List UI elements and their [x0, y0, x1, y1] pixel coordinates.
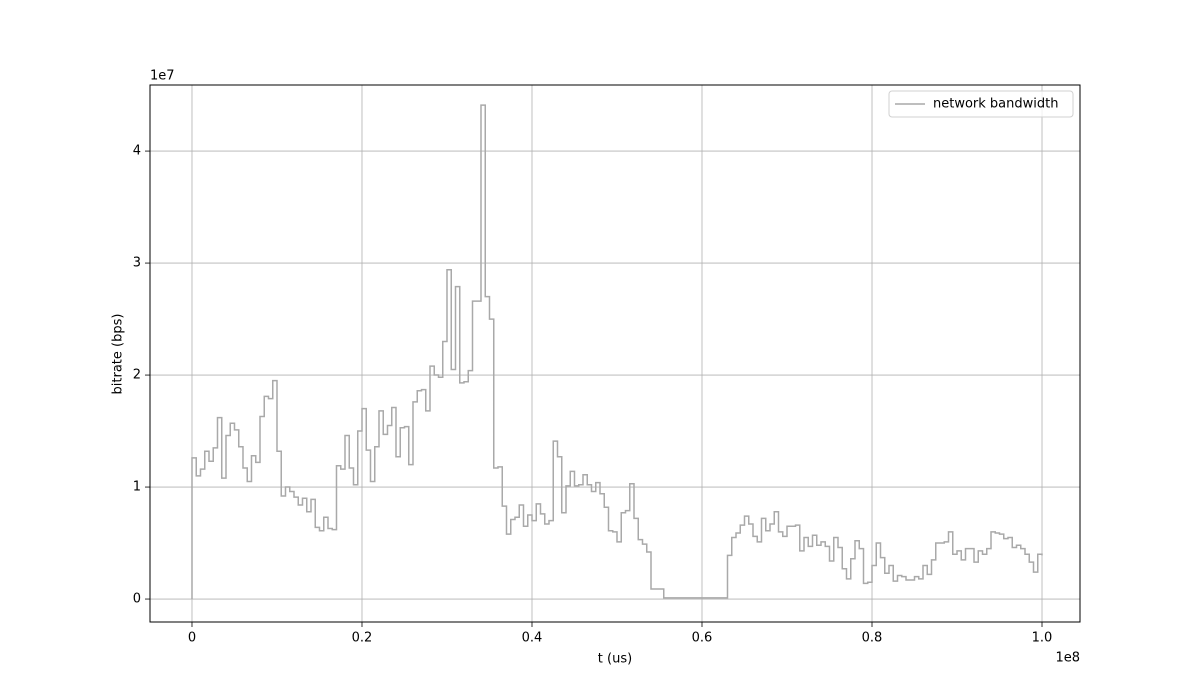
grid: [150, 85, 1080, 622]
y-tick-label: 1: [133, 480, 141, 495]
y-axis-label: bitrate (bps): [111, 314, 126, 395]
legend-box: [888, 90, 1074, 118]
x-tick-label: 0.4: [522, 631, 543, 646]
x-tick-label: 1.0: [1032, 631, 1053, 646]
plot-area: [191, 104, 1043, 600]
y-tick-label: 4: [133, 144, 141, 159]
y-tick-label: 3: [133, 256, 141, 271]
x-offset-label: 1e8: [1055, 651, 1080, 666]
y-tick-label: 2: [133, 368, 141, 383]
x-tick-label: 0.6: [692, 631, 713, 646]
axes-frame: [149, 84, 1081, 623]
x-tick-label: 0.2: [352, 631, 373, 646]
x-tick-label: 0.8: [862, 631, 883, 646]
y-tick-label: 0: [133, 592, 141, 607]
ticks: 0 0.2 0.4 0.6 0.8 1.0 0 1 2 3 4: [133, 144, 1053, 646]
x-tick-label: 0: [188, 631, 196, 646]
y-offset-label: 1e7: [150, 69, 175, 84]
legend: network bandwidth: [888, 90, 1074, 118]
data-line: [191, 104, 1043, 600]
x-axis-label: t (us): [598, 652, 632, 667]
legend-label: network bandwidth: [933, 97, 1058, 112]
